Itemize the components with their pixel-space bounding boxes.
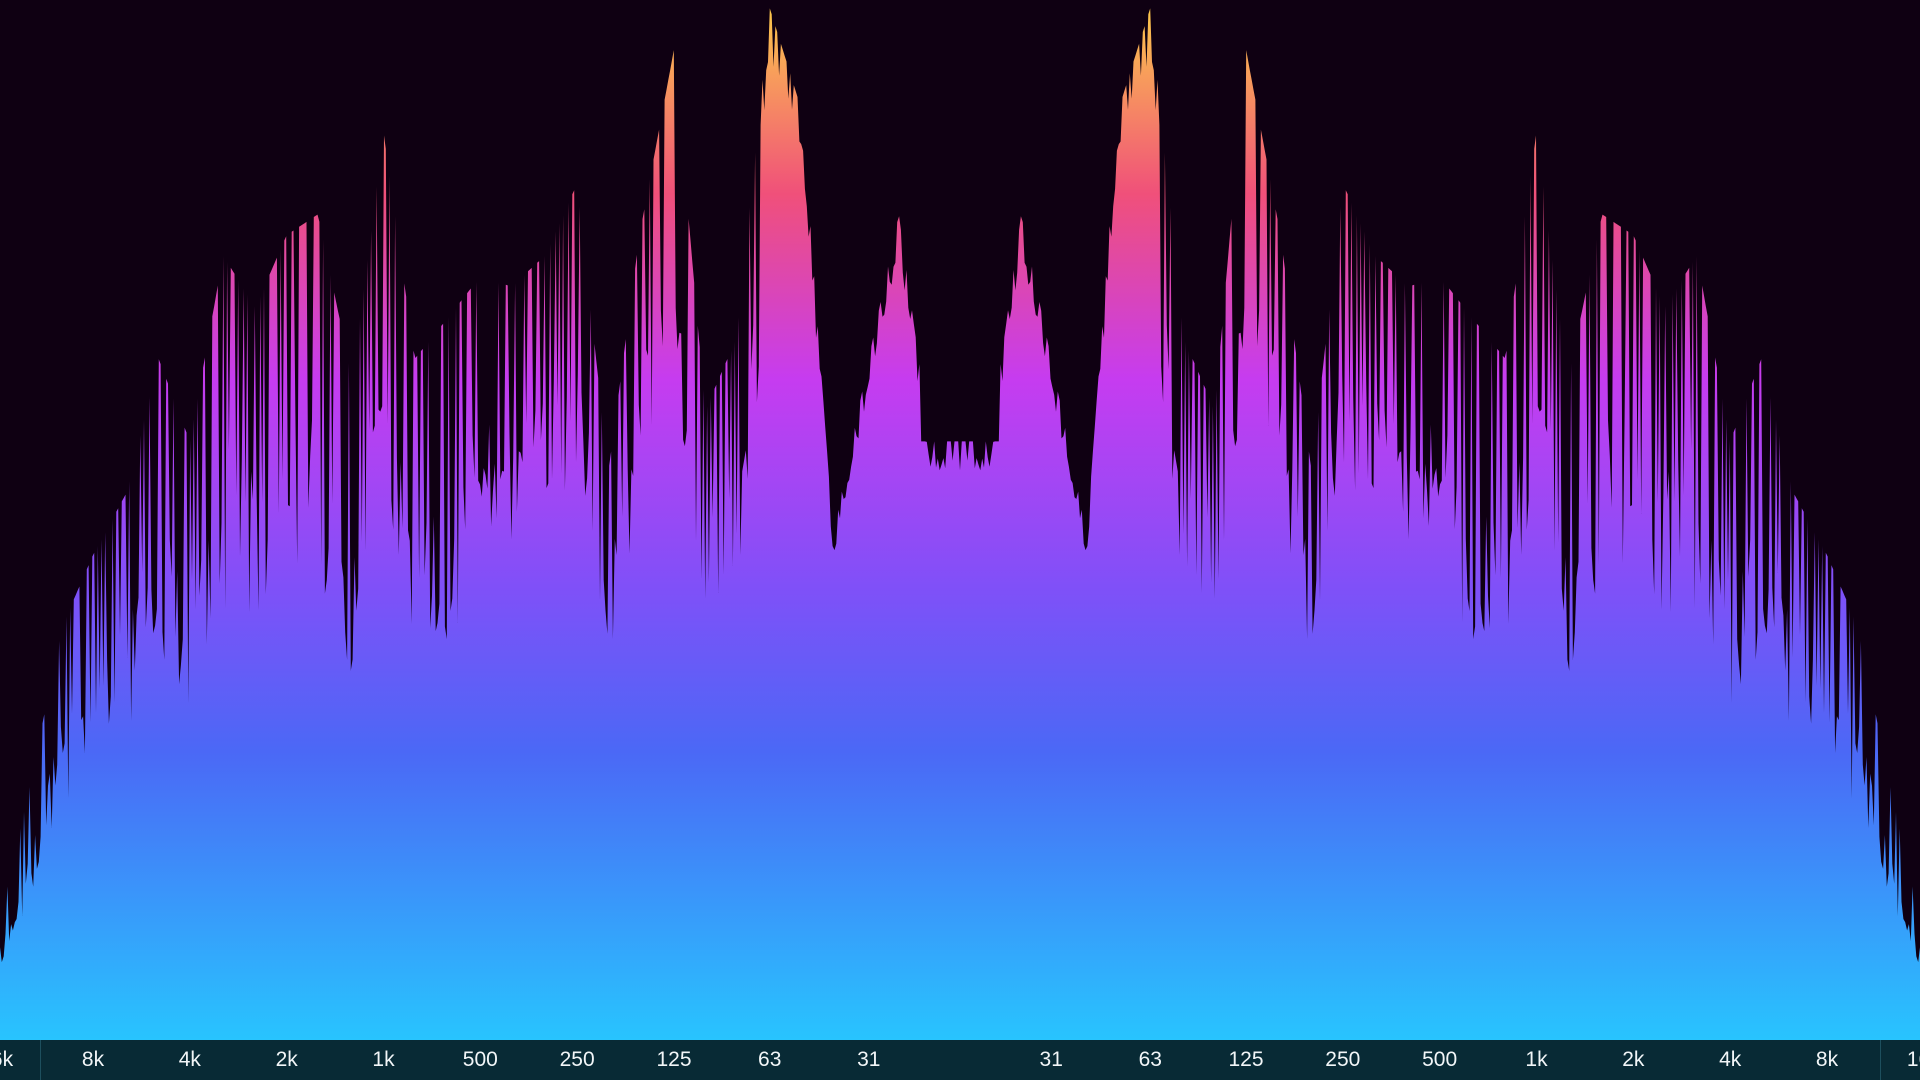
scale-edge-mark <box>1880 1040 1881 1080</box>
frequency-label-right-63: 63 <box>1138 1048 1162 1071</box>
frequency-label-left-8k: 8k <box>81 1048 105 1071</box>
frequency-label-left-2k: 2k <box>275 1048 298 1071</box>
frequency-label-right-31: 31 <box>1039 1048 1063 1071</box>
frequency-label-left-500: 500 <box>462 1048 498 1071</box>
frequency-label-right-1k: 1k <box>1525 1048 1548 1071</box>
frequency-label-left-63: 63 <box>758 1048 782 1071</box>
frequency-label-left-125: 125 <box>656 1048 692 1071</box>
frequency-label-right-2k: 2k <box>1622 1048 1645 1071</box>
frequency-label-right-500: 500 <box>1422 1048 1458 1071</box>
frequency-label-right-16k: 16k <box>1906 1048 1920 1071</box>
frequency-label-left-4k: 4k <box>178 1048 201 1071</box>
frequency-scale-bar: 16k 8k 4k 2k 1k 500 250 125 63 31 31 63 125 250 500 1k 2… <box>0 1040 1920 1080</box>
frequency-label-right-250: 250 <box>1325 1048 1361 1071</box>
frequency-label-left-31: 31 <box>857 1048 881 1071</box>
frequency-label-left-16k: 16k <box>0 1048 14 1071</box>
frequency-label-right-125: 125 <box>1228 1048 1264 1071</box>
frequency-label-right-8k: 8k <box>1815 1048 1839 1071</box>
frequency-label-right-4k: 4k <box>1719 1048 1742 1071</box>
scale-edge-mark <box>40 1040 41 1080</box>
spectrum-fill <box>0 8 1920 1040</box>
frequency-label-left-250: 250 <box>559 1048 595 1071</box>
spectrum-area <box>0 8 1920 1040</box>
frequency-label-left-1k: 1k <box>372 1048 395 1071</box>
